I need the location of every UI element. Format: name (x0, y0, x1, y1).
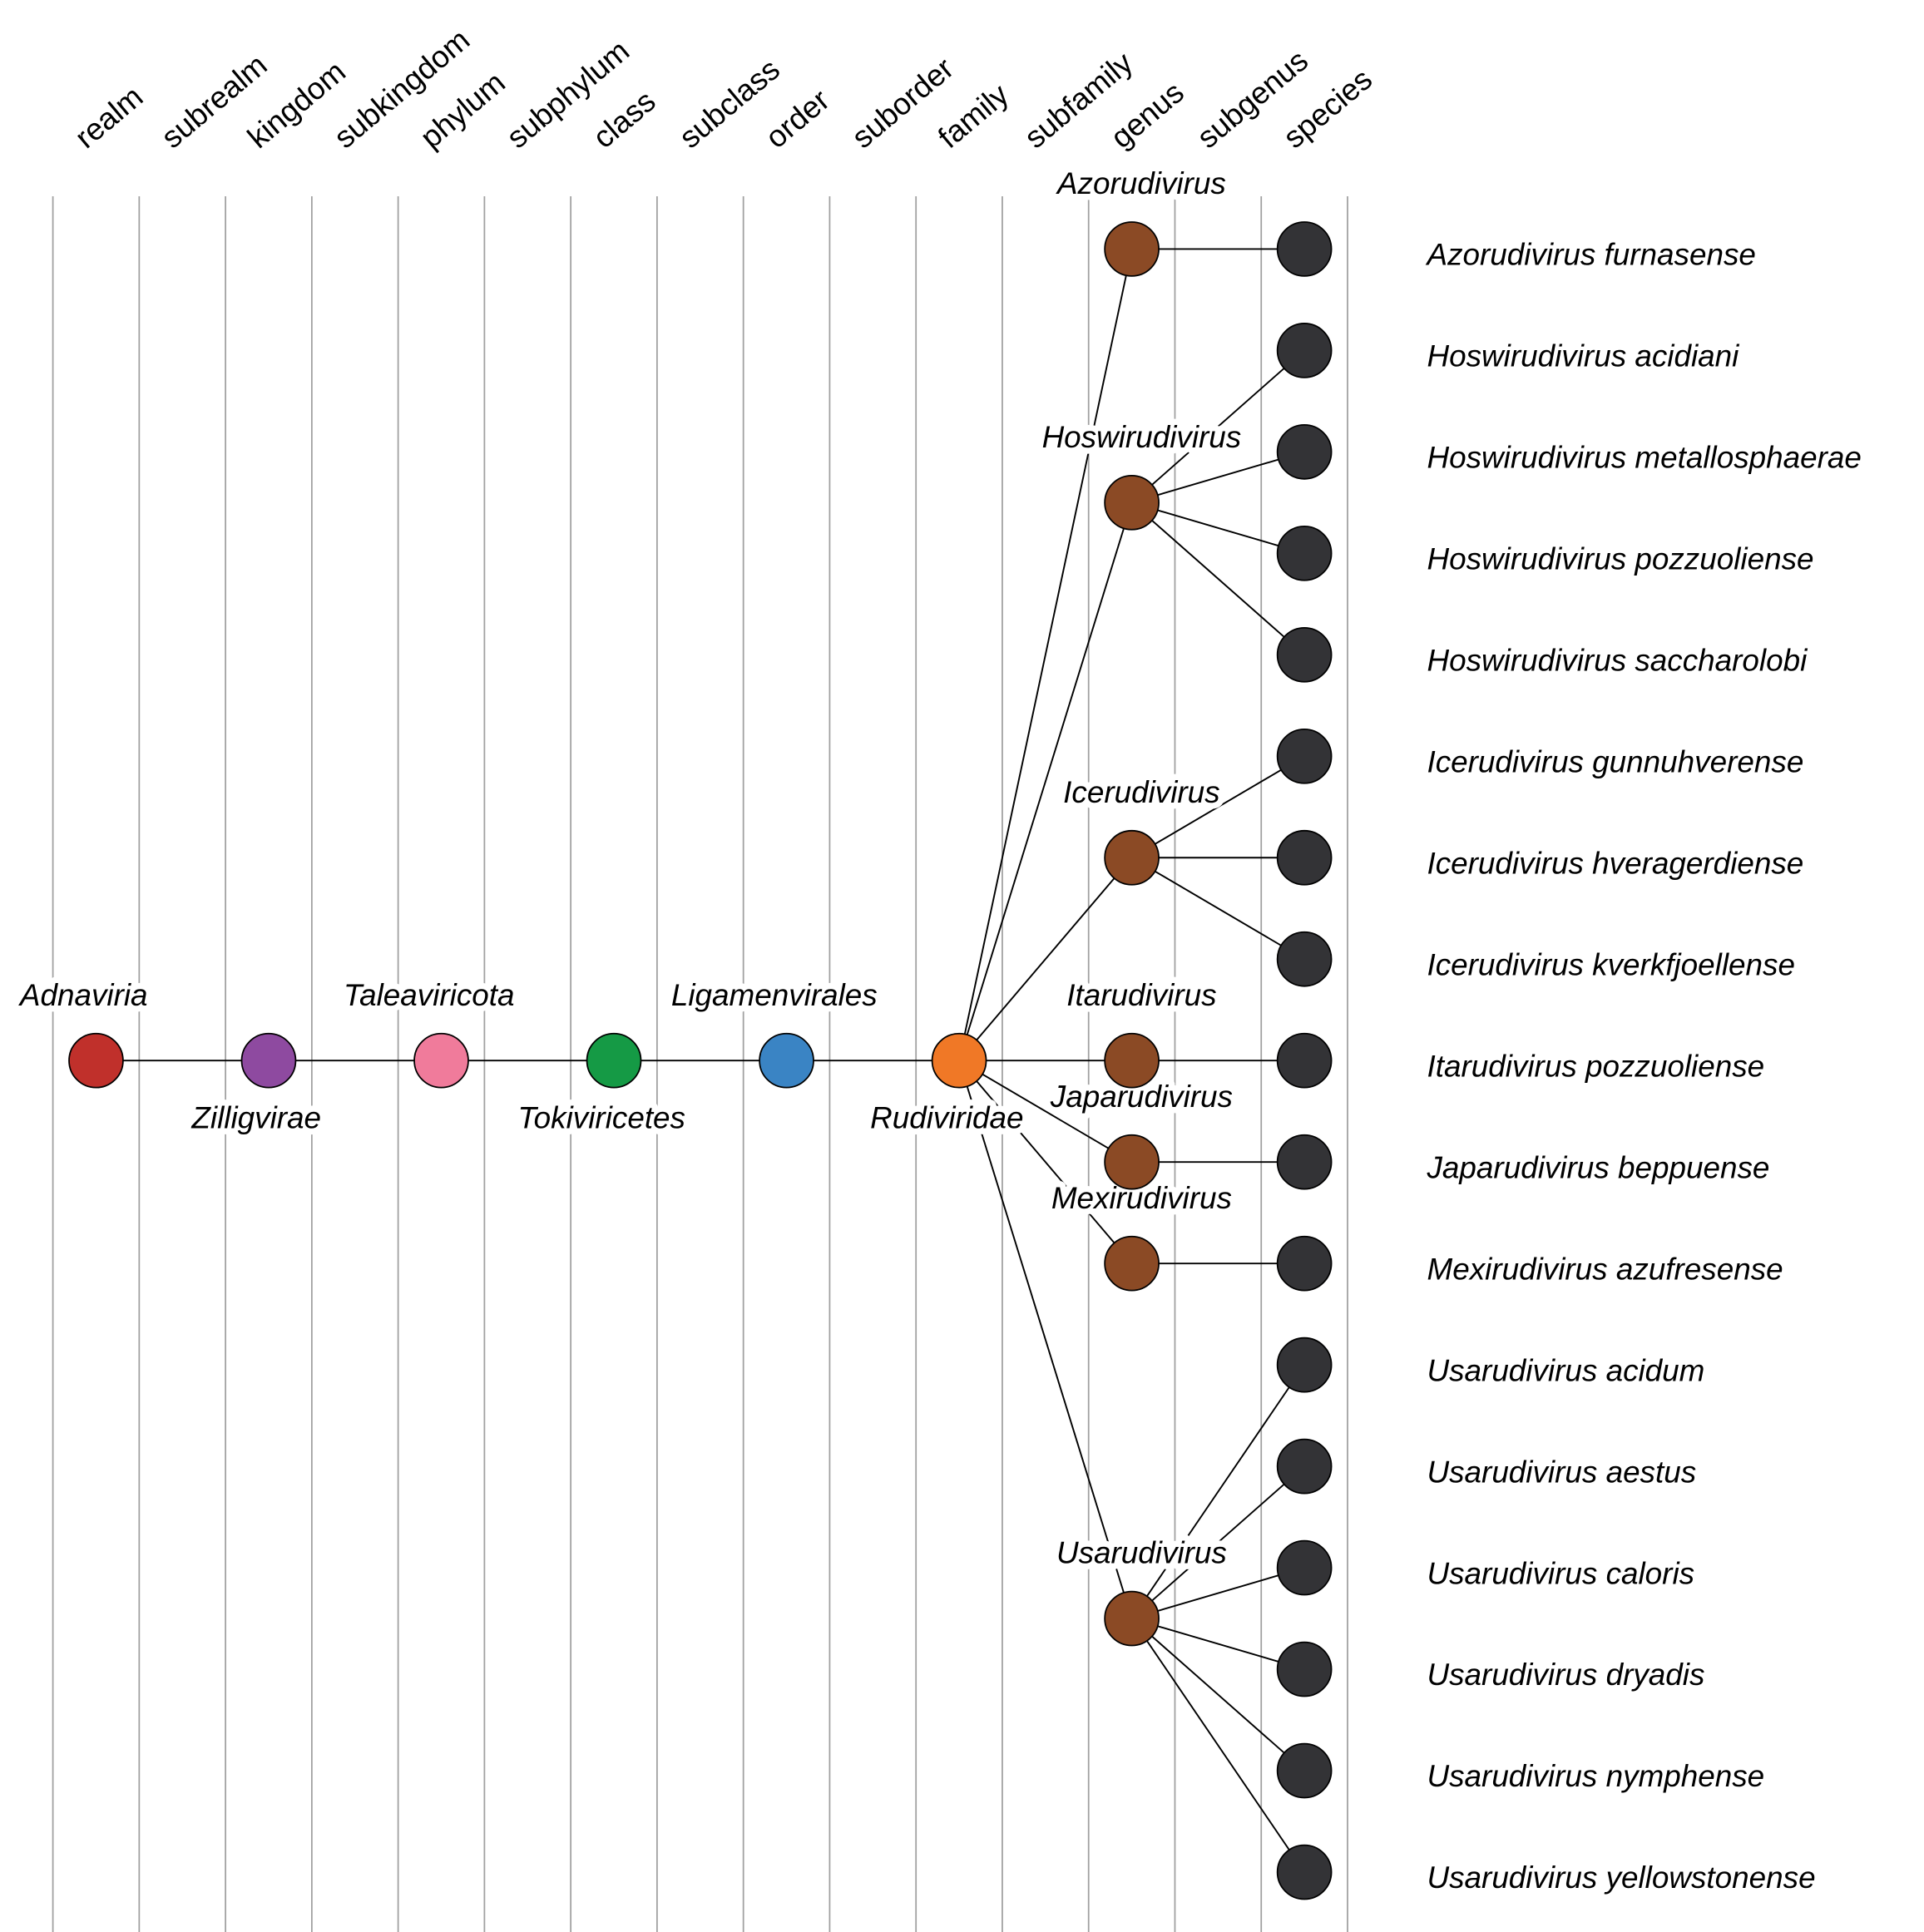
genus-label: Icerudivirus (1063, 775, 1219, 809)
taxon-node (413, 1032, 469, 1089)
species-label: Itarudivirus pozzuoliense (1427, 1049, 1764, 1083)
edge (958, 502, 1133, 1061)
edge (1130, 1618, 1305, 1873)
species-node (1276, 1337, 1333, 1393)
edge (1131, 857, 1305, 961)
taxon-label: Adnaviria (18, 978, 148, 1012)
species-node (1276, 323, 1333, 378)
edge (1130, 1364, 1305, 1619)
genus-node (1104, 1590, 1160, 1647)
species-node (1276, 728, 1333, 784)
species-node (1276, 424, 1333, 480)
species-label: Usarudivirus caloris (1427, 1556, 1694, 1590)
nodes (68, 221, 1333, 1900)
species-node (1276, 1844, 1333, 1900)
species-label: Hoswirudivirus acidiani (1427, 339, 1740, 373)
species-label: Icerudivirus kverkfjoellense (1427, 947, 1795, 981)
genus-node (1104, 1235, 1160, 1292)
species-label: Hoswirudivirus metallosphaerae (1427, 441, 1861, 475)
taxon-label: Taleaviricota (344, 978, 515, 1012)
taxon-node (240, 1032, 297, 1089)
edge (1130, 349, 1305, 504)
species-node (1276, 931, 1333, 987)
species-label: Usarudivirus nymphense (1427, 1759, 1764, 1793)
species-node (1276, 1742, 1333, 1799)
taxon-node (931, 1032, 987, 1089)
edge (1131, 1618, 1305, 1670)
genus-label: Azorudivirus (1056, 166, 1226, 200)
taxon-label: Zilligvirae (190, 1100, 321, 1134)
species-label: Usarudivirus dryadis (1427, 1658, 1704, 1692)
species-node (1276, 1438, 1333, 1495)
genus-node (1104, 829, 1160, 886)
species-label: Icerudivirus hveragerdiense (1427, 846, 1803, 880)
genus-label: Japarudivirus (1050, 1080, 1233, 1114)
taxon-label: Ligamenvirales (671, 978, 878, 1012)
species-node (1276, 526, 1333, 581)
species-node (1276, 626, 1333, 683)
taxon-node (586, 1032, 642, 1089)
species-label: Hoswirudivirus pozzuoliense (1427, 542, 1813, 576)
genus-label: Usarudivirus (1056, 1536, 1227, 1570)
taxon-node (759, 1032, 814, 1089)
species-node (1276, 1641, 1333, 1697)
taxon-label: Rudiviridae (870, 1100, 1023, 1134)
edge (958, 1060, 1133, 1619)
species-label: Usarudivirus yellowstonense (1427, 1860, 1815, 1895)
species-node (1276, 1539, 1333, 1596)
edge (958, 857, 1133, 1061)
edges (96, 248, 1305, 1873)
genus-node (1104, 475, 1160, 531)
species-label: Azorudivirus furnasense (1425, 238, 1755, 272)
labels: realm subrealmkingdomsubkingdomphylumsubp… (12, 22, 1862, 1895)
edge (1131, 755, 1305, 859)
taxon-node (68, 1032, 124, 1089)
species-label: Japarudivirus beppuense (1426, 1150, 1769, 1184)
taxon-label: Tokiviricetes (518, 1100, 685, 1134)
species-label: Usarudivirus aestus (1427, 1455, 1696, 1489)
edge (1131, 1567, 1305, 1620)
species-node (1276, 221, 1333, 277)
genus-node (1104, 1134, 1160, 1190)
edge (1130, 502, 1305, 656)
edge (958, 1060, 1133, 1264)
edge (1131, 502, 1305, 555)
edge (958, 1060, 1133, 1164)
edge (1130, 1465, 1305, 1619)
genus-node (1104, 221, 1160, 277)
species-node (1276, 1235, 1333, 1292)
edge (958, 249, 1133, 1061)
species-node (1276, 1134, 1333, 1190)
edge (1130, 1618, 1305, 1771)
rank-label: order (759, 82, 836, 155)
genus-node (1104, 1032, 1160, 1089)
species-node (1276, 1032, 1333, 1089)
rank-columns (52, 195, 1348, 1932)
species-label: Icerudivirus gunnuhverense (1427, 744, 1803, 778)
genus-label: Hoswirudivirus (1042, 420, 1242, 454)
species-label: Mexirudivirus azufresense (1427, 1252, 1783, 1286)
edge (1131, 451, 1305, 504)
species-label: Hoswirudivirus saccharolobi (1427, 643, 1808, 677)
species-node (1276, 829, 1333, 886)
species-label: Usarudivirus acidum (1427, 1353, 1704, 1387)
genus-label: Itarudivirus (1066, 978, 1216, 1012)
rank-label: class (586, 84, 662, 155)
rank-label: realm (68, 79, 149, 155)
